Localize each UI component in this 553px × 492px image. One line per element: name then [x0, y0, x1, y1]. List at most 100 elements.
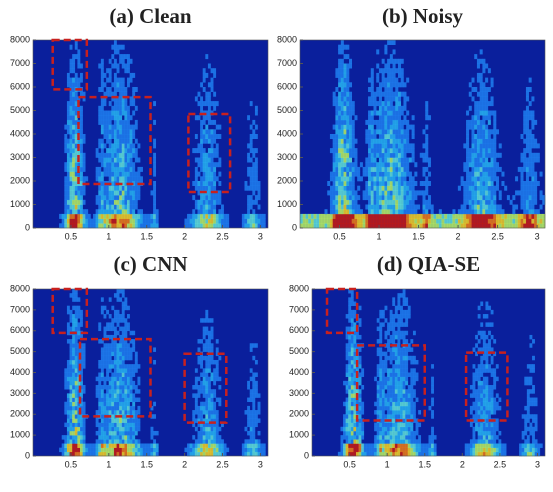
spectrogram-cell [250, 186, 253, 191]
spectrogram-cell [417, 214, 420, 219]
spectrogram-cell [392, 339, 395, 343]
spectrogram-cell [117, 153, 120, 158]
spectrogram-cell [351, 327, 354, 331]
spectrogram-cell [410, 393, 413, 397]
spectrogram-cell [384, 120, 387, 125]
spectrogram-cell [491, 435, 494, 439]
spectrogram-cell [198, 143, 201, 148]
spectrogram-cell [397, 414, 400, 418]
spectrogram-cell [474, 205, 477, 210]
spectrogram-cell [410, 452, 413, 456]
spectrogram-cell [70, 167, 73, 172]
spectrogram-cell [382, 448, 385, 452]
spectrogram-cell [393, 176, 396, 181]
spectrogram-cell [395, 381, 398, 385]
spectrogram-cell [353, 335, 356, 339]
spectrogram-cell [192, 195, 195, 200]
spectrogram-cell [431, 443, 434, 447]
spectrogram-cell [122, 448, 125, 452]
spectrogram-cell [192, 148, 195, 153]
spectrogram-cell [406, 214, 409, 219]
spectrogram-cell [382, 398, 385, 402]
spectrogram-cell [213, 200, 216, 205]
spectrogram-cell [527, 377, 530, 381]
spectrogram-cell [418, 448, 421, 452]
spectrogram-cell [255, 134, 258, 139]
spectrogram-cell [377, 393, 380, 397]
spectrogram-cell [122, 143, 125, 148]
spectrogram-cell [127, 214, 130, 219]
spectrogram-cell [480, 176, 483, 181]
spectrogram-cell [395, 148, 398, 153]
spectrogram-cell [322, 214, 325, 219]
spectrogram-cell [346, 158, 349, 163]
spectrogram-cell [491, 214, 494, 219]
spectrogram-cell [247, 423, 250, 427]
spectrogram-cell [377, 431, 380, 435]
spectrogram-cell [117, 129, 120, 134]
spectrogram-cell [384, 414, 387, 418]
spectrogram-cell [250, 452, 253, 456]
spectrogram-cell [305, 214, 308, 219]
spectrogram-cell [83, 219, 86, 224]
spectrogram-cell [205, 443, 208, 447]
spectrogram-cell [83, 343, 86, 347]
spectrogram-cell [413, 381, 416, 385]
spectrogram-cell [439, 214, 442, 219]
spectrogram-cell [480, 410, 483, 414]
spectrogram-cell [431, 452, 434, 456]
spectrogram-cell [423, 200, 426, 205]
spectrogram-cell [387, 368, 390, 372]
spectrogram-cell [401, 205, 404, 210]
spectrogram-cell [106, 111, 109, 116]
spectrogram-cell [410, 381, 413, 385]
spectrogram-cell [510, 214, 513, 219]
spectrogram-cell [413, 393, 416, 397]
spectrogram-cell [119, 289, 122, 293]
spectrogram-cell [208, 435, 211, 439]
spectrogram-cell [477, 92, 480, 97]
spectrogram-cell [104, 73, 107, 78]
spectrogram-cell [351, 385, 354, 389]
spectrogram-cell [75, 306, 78, 310]
spectrogram-cell [124, 158, 127, 163]
spectrogram-cell [351, 427, 354, 431]
spectrogram-cell [493, 158, 496, 163]
spectrogram-cell [491, 431, 494, 435]
spectrogram-cell [218, 448, 221, 452]
spectrogram-cell [67, 381, 70, 385]
spectrogram-cell [226, 214, 229, 219]
spectrogram-cell [153, 205, 156, 210]
spectrogram-cell [101, 59, 104, 64]
spectrogram-cell [480, 452, 483, 456]
spectrogram-cell [522, 448, 525, 452]
spectrogram-cell [491, 452, 494, 456]
spectrogram-cell [431, 205, 434, 210]
spectrogram-cell [488, 452, 491, 456]
spectrogram-cell [330, 219, 333, 224]
spectrogram-cell [119, 373, 122, 377]
spectrogram-cell [75, 209, 78, 214]
spectrogram-cell [413, 431, 416, 435]
spectrogram-cell [475, 452, 478, 456]
spectrogram-cell [405, 314, 408, 318]
spectrogram-cell [119, 314, 122, 318]
spectrogram-cell [493, 176, 496, 181]
spectrogram-cell [470, 439, 473, 443]
spectrogram-cell [83, 423, 86, 427]
spectrogram-cell [205, 448, 208, 452]
spectrogram-cell [203, 148, 206, 153]
spectrogram-cell [211, 153, 214, 158]
spectrogram-cell [531, 143, 534, 148]
spectrogram-cell [344, 106, 347, 111]
spectrogram-cell [104, 331, 107, 335]
spectrogram-cell [405, 431, 408, 435]
spectrogram-cell [64, 176, 67, 181]
spectrogram-cell [474, 101, 477, 106]
spectrogram-cell [132, 176, 135, 181]
spectrogram-cell [75, 402, 78, 406]
spectrogram-cell [379, 381, 382, 385]
spectrogram-cell [466, 176, 469, 181]
spectrogram-cell [493, 125, 496, 130]
spectrogram-cell [258, 431, 261, 435]
